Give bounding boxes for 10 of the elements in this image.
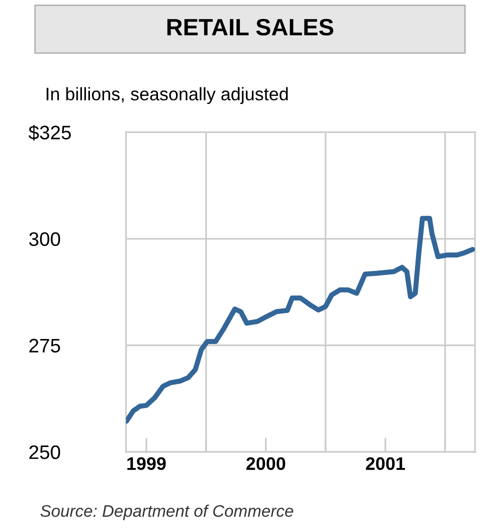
y-tick-label: 250 (29, 445, 60, 460)
x-tick-label: 2001 (366, 457, 405, 470)
source-note: Source: Department of Commerce (40, 504, 294, 520)
y-tick-label: 275 (29, 338, 60, 353)
x-tick-label: 1999 (127, 457, 166, 470)
x-tick-label: 2000 (246, 457, 286, 470)
chart-title: RETAIL SALES (167, 18, 334, 36)
chart-subtitle: In billions, seasonally adjusted (46, 87, 288, 104)
y-tick-label: $325 (28, 124, 71, 141)
y-tick-label: 300 (29, 232, 60, 246)
